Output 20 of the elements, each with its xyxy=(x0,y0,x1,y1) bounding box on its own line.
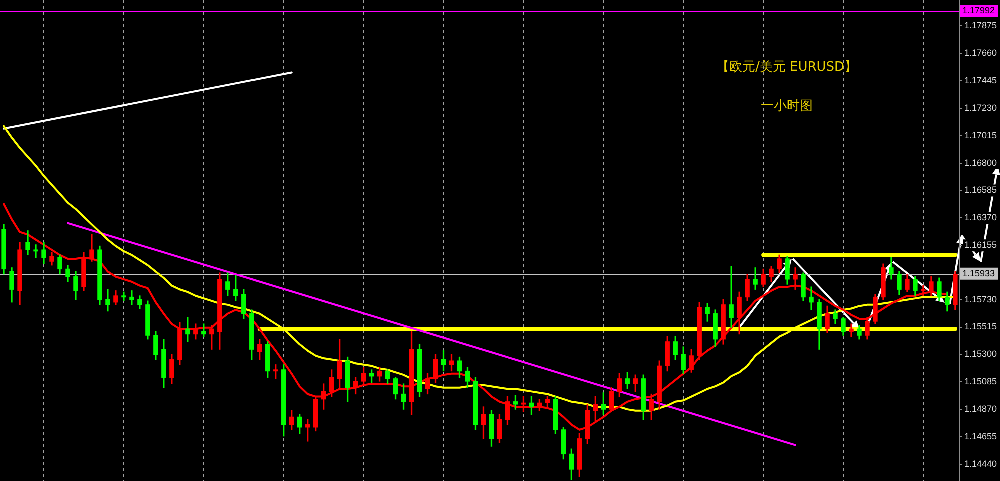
y-tick-label: 1.15300 xyxy=(964,349,998,360)
y-tick-label: 1.16155 xyxy=(964,240,998,250)
y-tick-label: 1.14870 xyxy=(964,404,998,414)
y-tick-label: 1.15515 xyxy=(964,322,998,332)
y-tick-label: 1.17445 xyxy=(964,76,998,86)
y-tick-label: 1.15730 xyxy=(964,294,998,304)
y-tick-label: 1.16800 xyxy=(964,158,998,168)
y-tick-label: 1.14440 xyxy=(964,458,998,469)
y-tick-label: 1.17015 xyxy=(964,130,998,140)
y-tick-label: 1.17875 xyxy=(964,20,998,31)
y-tick-label: 1.15085 xyxy=(964,376,998,387)
y-tick-label: 1.17660 xyxy=(964,48,998,58)
y-tick-label: 1.16585 xyxy=(964,185,998,196)
ref-line-label: 1.17992 xyxy=(962,6,996,16)
y-tick-label: 1.16370 xyxy=(964,212,998,223)
y-tick-label: 1.14655 xyxy=(964,431,998,442)
text: 一小时图 xyxy=(760,99,814,115)
text: 【欧元/美元 EURUSD】 xyxy=(715,60,859,76)
y-tick-label: 1.17230 xyxy=(964,102,998,113)
ref-line-label: 1.15933 xyxy=(962,268,996,278)
